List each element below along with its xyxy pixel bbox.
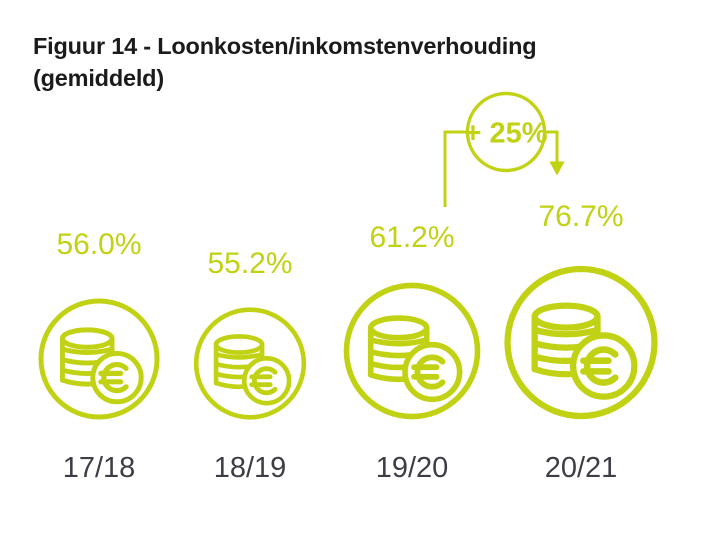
value-label-17-18: 56.0% bbox=[56, 228, 142, 261]
annotation-connector-left bbox=[443, 130, 468, 207]
year-label-18-19: 18/19 bbox=[213, 452, 287, 484]
year-label-17-18: 17/18 bbox=[62, 452, 136, 484]
annotation-circle bbox=[465, 91, 547, 173]
coins-euro-icon bbox=[342, 281, 482, 421]
coins-euro-icon bbox=[37, 297, 161, 421]
value-label-20-21: 76.7% bbox=[538, 200, 624, 233]
figure-title-line1: Figuur 14 - Loonkosten/inkomstenverhoudi… bbox=[33, 33, 537, 59]
year-label-20-21: 20/21 bbox=[544, 452, 618, 484]
arrow-down-icon bbox=[549, 161, 565, 176]
figure-title: Figuur 14 - Loonkosten/inkomstenverhoudi… bbox=[33, 30, 653, 94]
figure-title-line2: (gemiddeld) bbox=[33, 65, 164, 91]
year-label-19-20: 19/20 bbox=[375, 452, 449, 484]
coins-euro-icon bbox=[193, 306, 308, 421]
value-label-18-19: 55.2% bbox=[207, 247, 293, 280]
coins-euro-icon bbox=[503, 264, 660, 421]
annotation-label: + 25% bbox=[464, 118, 547, 150]
annotation-connector-right bbox=[544, 130, 559, 163]
value-label-19-20: 61.2% bbox=[369, 221, 455, 254]
